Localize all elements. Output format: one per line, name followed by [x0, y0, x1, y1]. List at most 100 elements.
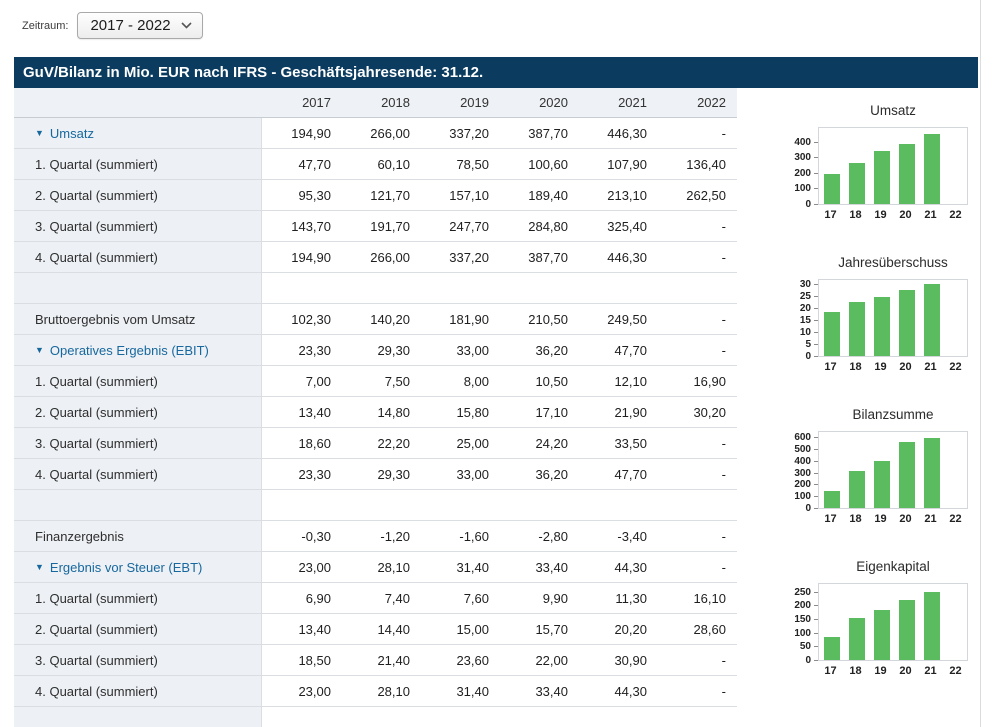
value-cell: 29,30	[377, 342, 410, 358]
collapse-triangle-icon: ▼	[35, 345, 44, 355]
value-cell	[578, 707, 657, 727]
bar-19[interactable]	[873, 151, 890, 204]
value-cell	[341, 707, 420, 727]
row-label-text: Bruttoergebnis vom Umsatz	[35, 311, 196, 327]
y-tick-mark	[814, 332, 818, 333]
value-cell: 31,40	[456, 683, 489, 699]
value-cell	[657, 707, 736, 727]
value-cell: -1,60	[459, 528, 489, 544]
row-label: Finanzergebnis	[14, 521, 262, 551]
x-tick-label: 21	[924, 513, 937, 525]
value-cell: -	[721, 559, 726, 575]
y-tick-label: 300	[794, 467, 811, 479]
y-tick-mark	[814, 632, 818, 634]
group-row-toggle[interactable]: ▼ Umsatz	[14, 118, 262, 148]
value-cell: 30,20	[693, 404, 726, 420]
table-row: Finanzergebnis -0,30 -1,20 -1,60 -2,80 -3,40 -	[14, 521, 737, 552]
row-label: 4. Quartal (summiert)	[14, 459, 262, 489]
value-cell: 31,40	[456, 559, 489, 575]
value-cell: 7,00	[305, 373, 331, 389]
y-tick-label: 400	[794, 136, 811, 148]
bar-20[interactable]	[898, 143, 915, 204]
bar-21[interactable]	[923, 591, 940, 660]
value-cell: 387,70	[528, 249, 568, 265]
bar-21[interactable]	[923, 134, 940, 204]
value-cell: 47,70	[614, 342, 647, 358]
value-cell: 23,30	[298, 342, 331, 358]
y-tick-label: 200	[794, 167, 811, 179]
group-row-toggle[interactable]: ▼ Operatives Ergebnis (EBIT)	[14, 335, 262, 365]
y-tick-mark	[814, 141, 818, 143]
chart-plot-area	[818, 431, 968, 509]
bar-17[interactable]	[823, 636, 840, 660]
bar-19[interactable]	[873, 610, 890, 660]
value-cell	[578, 273, 657, 303]
value-cell: 18,60	[298, 435, 331, 451]
value-cell: -	[721, 125, 726, 141]
row-label-text: 2. Quartal (summiert)	[35, 404, 158, 420]
zeitraum-select[interactable]: 2017 - 2022	[77, 12, 203, 39]
row-label-text: 1. Quartal (summiert)	[35, 156, 158, 172]
bar-19[interactable]	[873, 296, 890, 356]
table-header-label-cell	[14, 88, 262, 117]
value-cell: -	[721, 435, 726, 451]
row-label: 2. Quartal (summiert)	[14, 180, 262, 210]
value-cell: 143,70	[291, 218, 331, 234]
value-cell: 28,10	[377, 559, 410, 575]
bar-21[interactable]	[923, 283, 940, 356]
row-label: 1. Quartal (summiert)	[14, 149, 262, 179]
value-cell	[262, 490, 341, 520]
bar-20[interactable]	[898, 441, 915, 508]
value-cell: 100,60	[528, 156, 568, 172]
y-tick-label: 30	[799, 279, 811, 290]
x-tick-label: 20	[899, 209, 912, 221]
y-tick-label: 0	[805, 199, 811, 210]
bar-17[interactable]	[823, 173, 840, 204]
y-tick-mark	[814, 284, 818, 285]
value-cell: -	[721, 249, 726, 265]
value-cell: -	[721, 683, 726, 699]
x-tick-label: 18	[849, 209, 862, 221]
bar-18[interactable]	[848, 471, 865, 508]
bar-18[interactable]	[848, 617, 865, 660]
bar-19[interactable]	[873, 461, 890, 508]
value-cell: 22,20	[377, 435, 410, 451]
table-row: 1. Quartal (summiert) 6,90 7,40 7,60 9,90 11,…	[14, 583, 737, 614]
x-tick-label: 22	[949, 209, 962, 221]
bar-21[interactable]	[923, 437, 940, 508]
bar-20[interactable]	[898, 599, 915, 660]
group-row-toggle[interactable]: ▼ Ergebnis vor Steuer (EBT)	[14, 552, 262, 582]
y-tick-mark	[814, 448, 818, 450]
row-label-text: Ergebnis vor Steuer (EBT)	[49, 559, 203, 575]
value-cell: 13,40	[298, 621, 331, 637]
value-cell	[657, 490, 736, 520]
value-cell: 102,30	[291, 311, 331, 327]
value-cell: 28,60	[693, 621, 726, 637]
y-tick-mark	[814, 618, 818, 620]
value-cell: 21,40	[377, 652, 410, 668]
x-tick-label: 17	[824, 209, 837, 221]
x-tick-label: 22	[949, 361, 962, 373]
y-tick-mark	[814, 157, 818, 159]
chart-title: Umsatz	[870, 103, 916, 118]
value-cell: 36,20	[535, 342, 568, 358]
chart-body: 0 50 100 150 200 250	[782, 583, 982, 666]
value-cell	[499, 707, 578, 727]
bar-17[interactable]	[823, 490, 840, 508]
bar-20[interactable]	[898, 290, 915, 356]
bar-18[interactable]	[848, 302, 865, 356]
table-row	[14, 273, 737, 304]
bar-17[interactable]	[823, 312, 840, 356]
chart-plot-area	[818, 583, 968, 661]
value-cell: 25,00	[456, 435, 489, 451]
value-cell: 189,40	[528, 187, 568, 203]
value-cell	[657, 273, 736, 303]
bar-18[interactable]	[848, 162, 865, 204]
zeitraum-selected-value: 2017 - 2022	[90, 17, 171, 34]
value-cell	[420, 490, 499, 520]
x-tick-label: 22	[949, 665, 962, 677]
table-row: ▼ Ergebnis vor Steuer (EBT) 23,00 28,10 31,4…	[14, 552, 737, 583]
value-cell: 15,80	[456, 404, 489, 420]
x-tick-label: 22	[949, 513, 962, 525]
y-tick-mark	[814, 472, 818, 474]
